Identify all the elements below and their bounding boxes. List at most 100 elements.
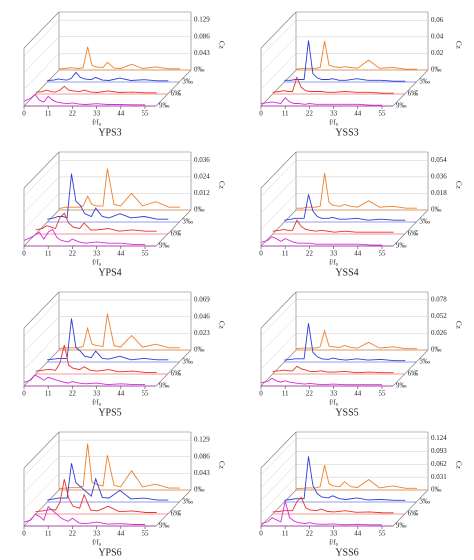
series-line: [272, 365, 394, 374]
chart-title: YSS5: [335, 407, 358, 418]
series-line: [35, 85, 157, 94]
y-axis-label: ε: [178, 508, 181, 516]
z-axis-label: Cz: [454, 41, 462, 49]
grid-line: [23, 316, 60, 353]
z-tick-label: 0.093: [431, 447, 447, 455]
x-tick-label: 44: [117, 110, 125, 118]
series-label: 6‰: [171, 230, 182, 238]
series-line: [272, 219, 394, 233]
grid-line: [23, 53, 60, 90]
series-label: 9‰: [396, 522, 407, 530]
series-label: 3‰: [419, 358, 430, 366]
grid-line: [23, 160, 60, 197]
x-axis-label: f/f₀: [92, 399, 102, 407]
series-line: [260, 500, 382, 526]
grid-line: [260, 438, 297, 475]
series-label: 3‰: [419, 78, 430, 86]
x-axis-label: f/f₀: [329, 259, 339, 267]
side-wall-edge: [260, 69, 297, 107]
series-label: 0‰: [194, 346, 205, 354]
floor-edge: [155, 489, 192, 527]
series-label: 9‰: [396, 242, 407, 250]
series-label: 6‰: [408, 510, 419, 518]
x-tick-label: 0: [259, 110, 263, 118]
chart-title: YSS3: [335, 127, 358, 138]
z-tick-label: 0.036: [194, 156, 210, 164]
series-line: [47, 463, 169, 501]
grid-line: [260, 193, 297, 230]
y-axis-label: ε: [415, 508, 418, 516]
floor-edge: [155, 209, 192, 247]
x-tick-label: 55: [379, 390, 387, 398]
grid-line: [260, 20, 297, 57]
floor-edge: [155, 69, 192, 107]
x-tick-label: 33: [330, 110, 338, 118]
z-axis-label: Cz: [454, 321, 462, 329]
series-line: [35, 212, 157, 232]
series-line: [23, 93, 145, 106]
x-axis-label: f/f₀: [92, 539, 102, 547]
x-tick-label: 33: [93, 110, 101, 118]
series-label: 3‰: [419, 498, 430, 506]
x-tick-label: 11: [282, 390, 289, 398]
chart-title: YPS4: [98, 267, 121, 278]
series-label: 6‰: [408, 370, 419, 378]
series-label: 6‰: [171, 370, 182, 378]
x-tick-label: 11: [45, 530, 52, 538]
chart-title: YPS3: [98, 127, 121, 138]
z-tick-label: 0.036: [431, 172, 447, 180]
series-line: [23, 374, 145, 386]
series-line: [260, 236, 382, 246]
z-tick-label: 0.046: [194, 312, 210, 320]
series-line: [23, 505, 145, 525]
z-tick-label: 0.04: [431, 32, 444, 40]
floor-edge: [155, 349, 192, 387]
x-tick-label: 11: [282, 530, 289, 538]
grid-line: [260, 299, 297, 336]
y-axis-label: ε: [415, 88, 418, 96]
series-label: 0‰: [431, 346, 442, 354]
grid-line: [23, 456, 60, 493]
x-tick-label: 44: [354, 530, 362, 538]
series-label: 3‰: [182, 358, 193, 366]
x-tick-label: 22: [306, 110, 314, 118]
x-tick-label: 55: [379, 530, 387, 538]
x-tick-label: 22: [306, 390, 314, 398]
series-line: [23, 228, 145, 246]
grid-line: [23, 36, 60, 73]
z-tick-label: 0.06: [431, 16, 444, 24]
series-label: 9‰: [159, 522, 170, 530]
series-label: 9‰: [396, 102, 407, 110]
x-tick-label: 55: [142, 390, 150, 398]
series-line: [260, 97, 382, 106]
y-axis-label: ε: [178, 228, 181, 236]
y-axis-label: ε: [415, 228, 418, 236]
x-tick-label: 22: [69, 250, 77, 258]
z-tick-label: 0.012: [194, 189, 210, 197]
side-wall-edge: [23, 69, 60, 107]
series-label: 3‰: [182, 218, 193, 226]
side-wall-edge: [260, 489, 297, 527]
x-axis-label: f/f₀: [92, 259, 102, 267]
x-tick-label: 0: [22, 530, 26, 538]
side-wall-edge: [260, 291, 297, 329]
x-tick-label: 55: [142, 250, 150, 258]
series-line: [58, 313, 180, 350]
x-axis-label: f/f₀: [329, 399, 339, 407]
z-tick-label: 0.043: [194, 49, 210, 57]
series-line: [284, 323, 406, 362]
y-axis-label: ε: [178, 368, 181, 376]
series-line: [284, 40, 406, 82]
series-label: 6‰: [408, 90, 419, 98]
series-label: 6‰: [408, 230, 419, 238]
x-tick-label: 11: [282, 250, 289, 258]
x-tick-label: 55: [379, 110, 387, 118]
series-label: 0‰: [431, 486, 442, 494]
z-tick-label: 0.086: [194, 452, 210, 460]
grid-line: [23, 176, 60, 214]
grid-line: [260, 176, 297, 214]
x-axis-label: f/f₀: [92, 119, 102, 127]
x-tick-label: 11: [45, 250, 52, 258]
series-line: [284, 194, 406, 221]
